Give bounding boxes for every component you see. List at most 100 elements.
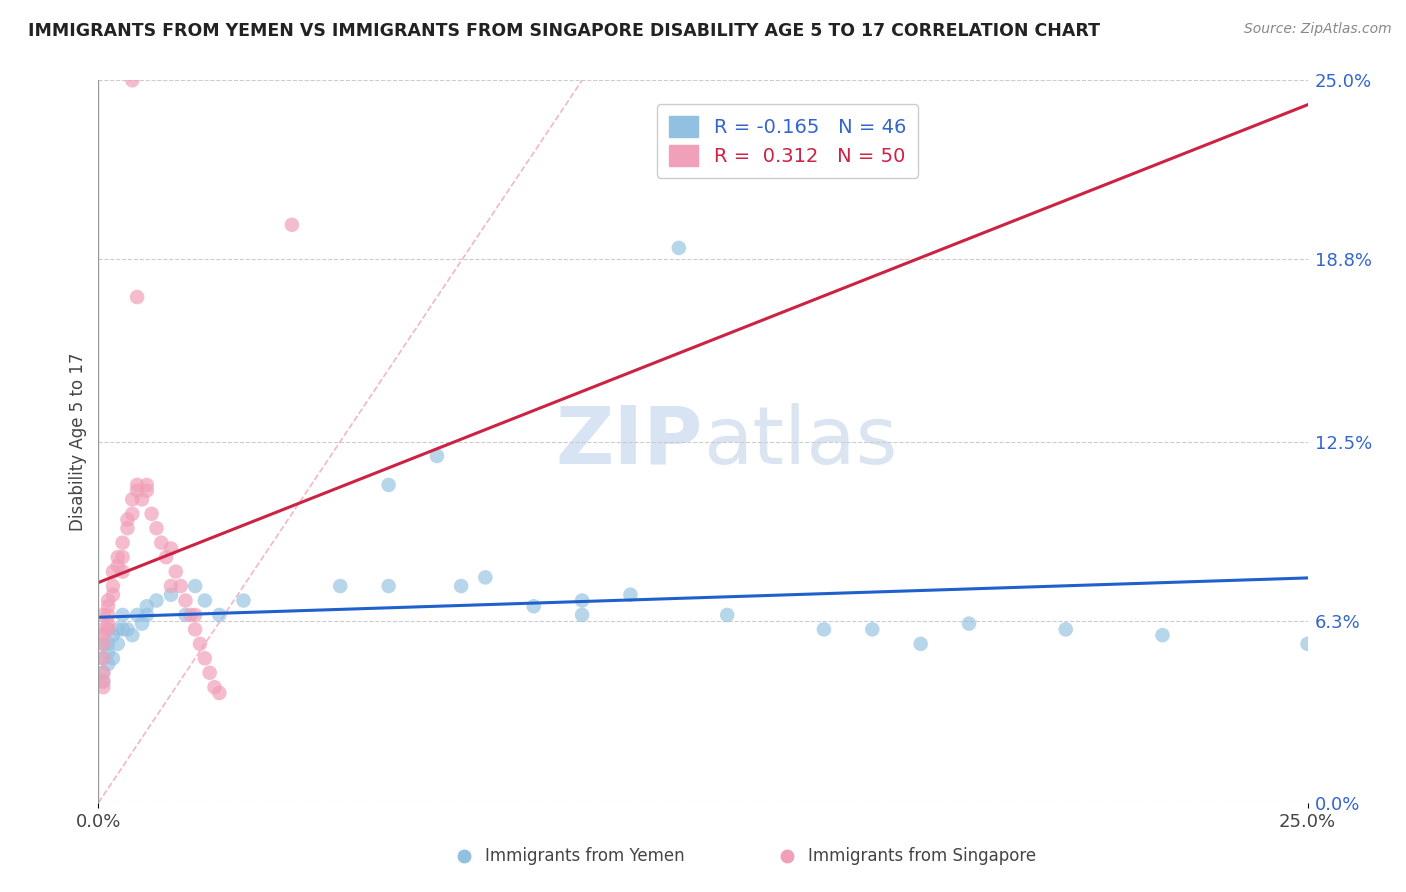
Point [150,535,173,549]
Point [179,607,201,622]
Point [97,623,120,637]
Point [91,665,114,680]
Point [329,579,352,593]
Point [91,651,114,665]
Point [204,680,226,694]
Point [91,637,114,651]
Point [127,607,149,622]
Text: Source: ZipAtlas.com: Source: ZipAtlas.com [1244,22,1392,37]
Text: Immigrants from Singapore: Immigrants from Singapore [808,847,1036,865]
Point [107,623,129,637]
Point [97,599,120,614]
Point [117,521,139,535]
Text: Immigrants from Yemen: Immigrants from Yemen [485,847,685,865]
Point [91,628,114,642]
Point [169,579,191,593]
Point [160,579,183,593]
Point [91,651,114,665]
Point [91,674,114,689]
Point [107,550,129,565]
Point [165,565,187,579]
Point [111,550,134,565]
Point [1054,623,1077,637]
Text: IMMIGRANTS FROM YEMEN VS IMMIGRANTS FROM SINGAPORE DISABILITY AGE 5 TO 17 CORREL: IMMIGRANTS FROM YEMEN VS IMMIGRANTS FROM… [28,22,1099,40]
Point [155,550,177,565]
Point [121,507,143,521]
Point [91,623,114,637]
Point [208,686,231,700]
Point [910,637,932,651]
Point [101,579,124,593]
Point [121,628,143,642]
Point [377,478,399,492]
Point [160,588,183,602]
Point [160,541,183,556]
Point [97,646,120,660]
Point [145,521,167,535]
Point [184,623,207,637]
Point [194,651,217,665]
Point [97,616,120,631]
Point [131,492,153,507]
Point [426,449,449,463]
Point [813,623,835,637]
Point [1296,637,1319,651]
Point [198,665,221,680]
Point [174,607,197,622]
Point [174,593,197,607]
Point [111,565,134,579]
Legend: R = -0.165   N = 46, R =  0.312   N = 50: R = -0.165 N = 46, R = 0.312 N = 50 [658,104,918,178]
Point [619,588,641,602]
Point [127,478,149,492]
Point [97,637,120,651]
Point [135,599,157,614]
Point [141,507,163,521]
Y-axis label: Disability Age 5 to 17: Disability Age 5 to 17 [69,352,87,531]
Point [121,73,143,87]
Point [117,623,139,637]
Point [107,558,129,573]
Point [135,478,157,492]
Point [97,623,120,637]
Point [957,616,980,631]
Point [208,607,231,622]
Point [101,628,124,642]
Point [91,680,114,694]
Point [1152,628,1174,642]
Point [145,593,167,607]
Point [668,241,690,255]
Point [135,483,157,498]
Point [377,579,399,593]
Point [91,637,114,651]
Point [111,623,134,637]
Point [184,579,207,593]
Text: atlas: atlas [703,402,897,481]
Point [91,607,114,622]
Point [523,599,546,614]
Point [571,607,593,622]
Point [860,623,883,637]
Point [281,218,304,232]
Point [474,570,496,584]
Point [107,637,129,651]
Point [131,616,153,631]
Point [716,607,738,622]
Point [101,651,124,665]
Point [91,674,114,689]
Point [101,588,124,602]
Point [135,607,157,622]
Point [97,593,120,607]
Point [111,535,134,549]
Point [97,657,120,671]
Point [450,579,472,593]
Text: ZIP: ZIP [555,402,703,481]
Point [232,593,254,607]
Point [184,607,207,622]
Point [121,492,143,507]
Point [101,565,124,579]
Point [91,665,114,680]
Point [111,607,134,622]
Point [97,607,120,622]
Point [127,290,149,304]
Point [188,637,211,651]
